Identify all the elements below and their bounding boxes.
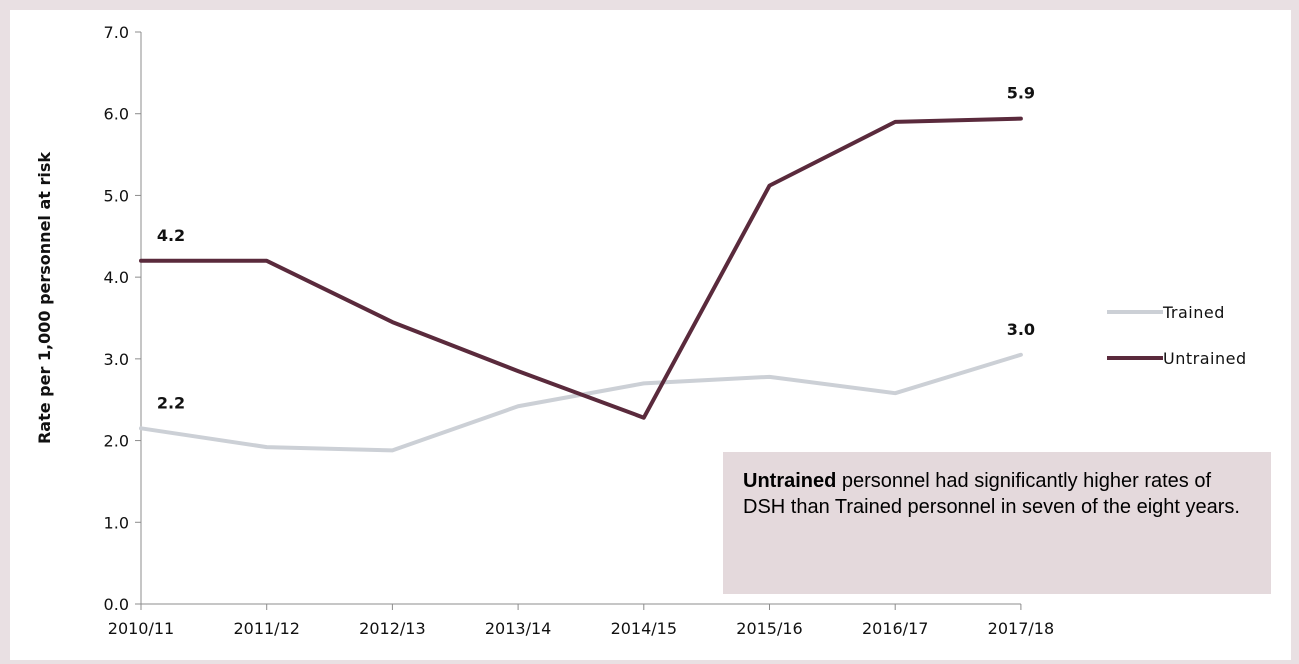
callout-text: personnel had significantly higher rates… — [743, 470, 1240, 518]
data-label: 5.9 — [1007, 84, 1035, 103]
y-tick-label: 3.0 — [104, 350, 129, 369]
series-line-untrained — [139, 116, 1023, 420]
line-chart: 0.01.02.03.04.05.06.07.0 2010/11 2011/12 2… — [35, 23, 1247, 638]
y-tick-label: 4.0 — [104, 268, 129, 287]
x-tick-label: 2016/17 — [862, 619, 928, 638]
data-label: 2.2 — [157, 393, 185, 412]
y-axis: 0.0 1.0 2.0 3.0 4.0 5.0 6.0 7.0 — [104, 23, 142, 614]
x-tick-label: 2013/14 — [485, 619, 551, 638]
y-tick-label: 7.0 — [104, 23, 129, 42]
y-tick-label: 6.0 — [104, 105, 129, 124]
y-tick-label: 0.0 — [104, 595, 129, 614]
legend-label: Untrained — [1163, 349, 1247, 368]
y-tick-label: 2.0 — [104, 432, 129, 451]
series-lines — [139, 116, 1023, 453]
y-tick-label: 1.0 — [104, 513, 129, 532]
series-line-trained — [139, 352, 1023, 453]
x-tick-label: 2017/18 — [988, 619, 1054, 638]
callout-bold-text: Untrained — [743, 470, 837, 492]
legend: Trained Untrained — [1107, 303, 1247, 368]
data-label: 4.2 — [157, 226, 185, 245]
x-tick-label: 2015/16 — [736, 619, 802, 638]
x-tick-label: 2012/13 — [359, 619, 425, 638]
x-tick-label: 2010/11 — [108, 619, 174, 638]
annotation-callout: Untrained personnel had significantly hi… — [723, 452, 1271, 594]
chart-frame: 0.0 1.0 2.0 3.0 4.0 5.0 6.0 7.0 2010/11 2011/12 2… — [10, 10, 1291, 660]
x-axis: 2010/11 2011/12 2012/13 2013/14 2014/15 2015/… — [108, 603, 1054, 638]
y-tick-label: 5.0 — [104, 186, 129, 205]
x-tick-label: 2014/15 — [611, 619, 677, 638]
y-axis-title: Rate per 1,000 personnel at risk — [35, 152, 54, 444]
legend-label: Trained — [1162, 303, 1225, 322]
data-label: 3.0 — [1007, 320, 1035, 339]
x-tick-label: 2011/12 — [233, 619, 299, 638]
data-labels: 2.2 3.0 4.2 5.9 — [157, 84, 1035, 413]
